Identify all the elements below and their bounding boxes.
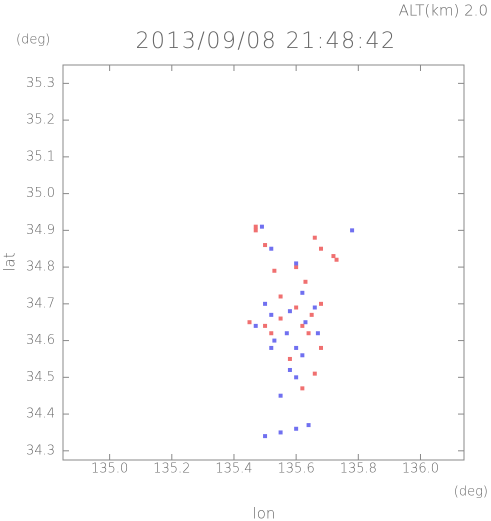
- echo-point: [269, 345, 274, 350]
- echo-point: [350, 228, 355, 233]
- echo-point: [309, 312, 314, 317]
- echo-point: [287, 309, 292, 314]
- chart-title: 2013/09/08 21:48:42: [135, 29, 396, 54]
- y-tick-label: 35.0: [26, 186, 55, 201]
- x-tick-label: 135.2: [153, 462, 190, 477]
- echo-point: [253, 228, 258, 233]
- echo-point: [300, 323, 305, 328]
- echo-point: [272, 338, 277, 343]
- echo-point: [269, 246, 274, 251]
- echo-point: [315, 331, 320, 336]
- x-tick-label: 135.4: [215, 462, 252, 477]
- echo-point: [306, 331, 311, 336]
- echo-point: [269, 312, 274, 317]
- echo-point: [303, 279, 308, 284]
- y-tick-label: 34.7: [26, 296, 55, 311]
- echo-point: [247, 320, 252, 325]
- echo-point: [294, 261, 299, 266]
- echo-point: [272, 268, 277, 273]
- echo-point: [319, 301, 324, 306]
- echo-point: [303, 320, 308, 325]
- echo-point: [312, 305, 317, 310]
- x-tick-label: 135.0: [91, 462, 128, 477]
- echo-point: [259, 224, 264, 229]
- y-tick-label: 34.3: [26, 443, 55, 458]
- y-tick-label: 34.6: [26, 333, 55, 348]
- echo-point: [263, 301, 268, 306]
- echo-point: [278, 294, 283, 299]
- echo-point: [300, 290, 305, 295]
- y-unit: (deg): [16, 33, 50, 48]
- echo-point: [294, 426, 299, 431]
- echo-point: [253, 224, 258, 229]
- echo-point: [294, 305, 299, 310]
- altitude-label: ALT(km) 2.0: [399, 2, 488, 20]
- x-axis-label: lon: [253, 505, 276, 521]
- echo-point: [331, 254, 336, 259]
- echo-point: [287, 356, 292, 361]
- y-tick-label: 34.9: [26, 223, 55, 238]
- x-tick-label: 135.8: [340, 462, 377, 477]
- plot-frame: [62, 64, 465, 461]
- echo-point: [294, 265, 299, 270]
- y-tick-label: 34.8: [26, 260, 55, 275]
- y-tick-label: 34.5: [26, 370, 55, 385]
- echo-point: [312, 371, 317, 376]
- echo-point: [263, 243, 268, 248]
- echo-point: [300, 386, 305, 391]
- echo-point: [269, 331, 274, 336]
- echo-point: [300, 353, 305, 358]
- echo-point: [253, 323, 258, 328]
- echo-point: [294, 345, 299, 350]
- echo-point: [278, 430, 283, 435]
- echo-point: [284, 331, 289, 336]
- x-unit: (deg): [454, 485, 488, 500]
- y-tick-label: 35.2: [26, 113, 55, 128]
- echo-point: [319, 345, 324, 350]
- echo-point: [294, 375, 299, 380]
- echo-point: [287, 367, 292, 372]
- x-tick-label: 135.6: [278, 462, 315, 477]
- y-tick-label: 34.4: [26, 407, 55, 422]
- echo-point: [278, 316, 283, 321]
- echo-point: [312, 235, 317, 240]
- y-axis-label: lat: [1, 252, 19, 271]
- echo-point: [263, 323, 268, 328]
- echo-point: [334, 257, 339, 262]
- echo-point: [319, 246, 324, 251]
- y-tick-label: 35.3: [26, 76, 55, 91]
- echo-point: [306, 423, 311, 428]
- echo-point: [263, 434, 268, 439]
- y-tick-label: 35.1: [26, 149, 55, 164]
- x-tick-label: 136.0: [402, 462, 439, 477]
- echo-point: [278, 393, 283, 398]
